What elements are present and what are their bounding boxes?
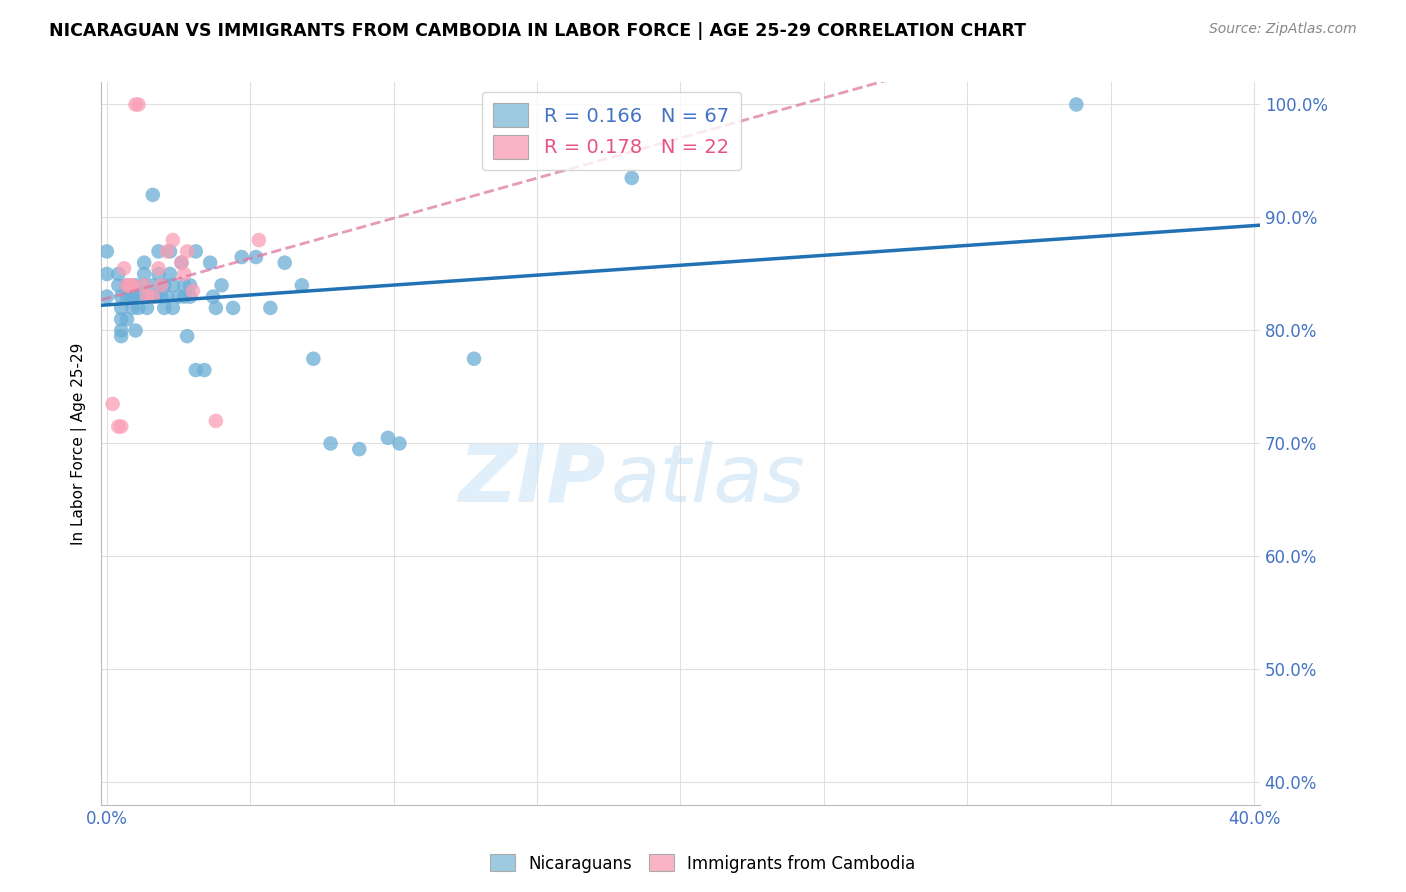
Point: [173, 278, 195, 293]
Point: [377, 431, 399, 445]
Point: [159, 244, 181, 259]
Point: [110, 329, 132, 343]
Point: [205, 301, 228, 315]
Point: [107, 278, 129, 293]
Point: [124, 324, 146, 338]
Point: [176, 244, 198, 259]
Point: [205, 414, 228, 428]
Point: [134, 267, 156, 281]
Legend: Nicaraguans, Immigrants from Cambodia: Nicaraguans, Immigrants from Cambodia: [484, 847, 922, 880]
Point: [136, 290, 159, 304]
Point: [107, 267, 129, 281]
Point: [134, 278, 156, 293]
Point: [142, 290, 165, 304]
Point: [231, 250, 253, 264]
Point: [156, 244, 179, 259]
Point: [173, 267, 195, 281]
Point: [620, 170, 643, 185]
Point: [156, 290, 179, 304]
Point: [112, 261, 135, 276]
Point: [127, 301, 149, 315]
Point: [181, 284, 204, 298]
Legend: R = 0.166   N = 67, R = 0.178   N = 22: R = 0.166 N = 67, R = 0.178 N = 22: [482, 92, 741, 170]
Point: [115, 278, 138, 293]
Point: [148, 244, 170, 259]
Point: [142, 278, 165, 293]
Point: [110, 290, 132, 304]
Point: [110, 324, 132, 338]
Point: [96, 267, 118, 281]
Point: [247, 233, 270, 247]
Point: [136, 290, 159, 304]
Point: [193, 363, 215, 377]
Point: [148, 267, 170, 281]
Point: [173, 290, 195, 304]
Point: [153, 301, 176, 315]
Point: [302, 351, 325, 366]
Point: [319, 436, 342, 450]
Point: [115, 312, 138, 326]
Point: [115, 278, 138, 293]
Point: [273, 256, 295, 270]
Point: [115, 290, 138, 304]
Point: [184, 244, 207, 259]
Point: [162, 233, 184, 247]
Point: [179, 278, 201, 293]
Point: [96, 244, 118, 259]
Point: [148, 261, 170, 276]
Point: [159, 267, 181, 281]
Point: [110, 419, 132, 434]
Text: ZIP: ZIP: [458, 441, 605, 518]
Point: [349, 442, 371, 457]
Point: [211, 278, 233, 293]
Point: [184, 363, 207, 377]
Point: [245, 250, 267, 264]
Text: Source: ZipAtlas.com: Source: ZipAtlas.com: [1209, 22, 1357, 37]
Point: [388, 436, 411, 450]
Point: [1066, 97, 1088, 112]
Point: [259, 301, 281, 315]
Point: [107, 419, 129, 434]
Point: [121, 290, 143, 304]
Point: [96, 290, 118, 304]
Point: [121, 301, 143, 315]
Point: [124, 97, 146, 112]
Text: atlas: atlas: [612, 441, 806, 518]
Point: [121, 290, 143, 304]
Y-axis label: In Labor Force | Age 25-29: In Labor Force | Age 25-29: [72, 343, 87, 545]
Point: [150, 278, 173, 293]
Point: [127, 290, 149, 304]
Point: [142, 187, 165, 202]
Point: [110, 312, 132, 326]
Point: [127, 97, 149, 112]
Point: [101, 397, 124, 411]
Point: [124, 278, 146, 293]
Point: [179, 290, 201, 304]
Point: [118, 278, 141, 293]
Point: [134, 256, 156, 270]
Point: [170, 256, 193, 270]
Point: [121, 278, 143, 293]
Point: [176, 329, 198, 343]
Point: [463, 351, 485, 366]
Point: [134, 278, 156, 293]
Point: [170, 256, 193, 270]
Text: NICARAGUAN VS IMMIGRANTS FROM CAMBODIA IN LABOR FORCE | AGE 25-29 CORRELATION CH: NICARAGUAN VS IMMIGRANTS FROM CAMBODIA I…: [49, 22, 1026, 40]
Point: [291, 278, 314, 293]
Point: [153, 278, 176, 293]
Point: [222, 301, 245, 315]
Point: [167, 290, 190, 304]
Point: [110, 301, 132, 315]
Point: [136, 301, 159, 315]
Point: [162, 278, 184, 293]
Point: [162, 301, 184, 315]
Point: [150, 290, 173, 304]
Point: [201, 290, 224, 304]
Point: [145, 290, 167, 304]
Point: [150, 278, 173, 293]
Point: [198, 256, 221, 270]
